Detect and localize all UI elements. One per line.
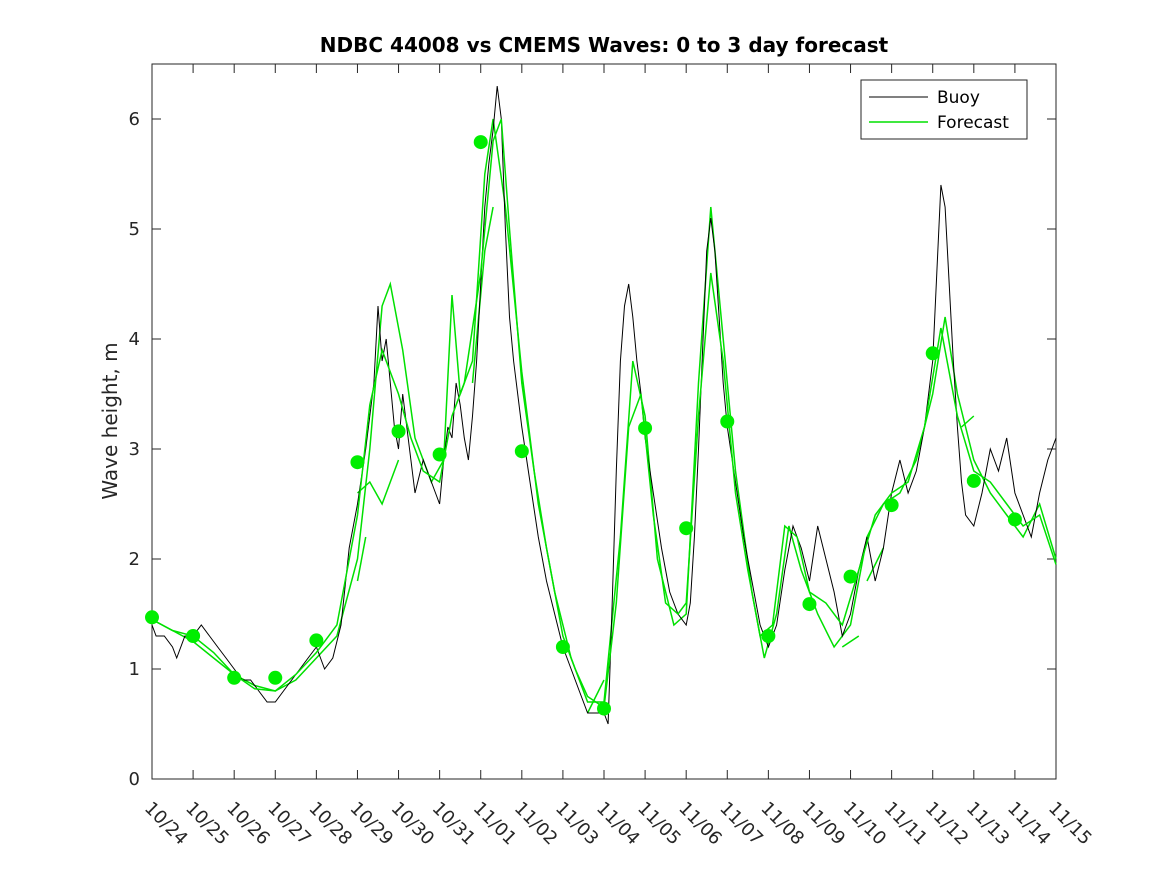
forecast-run-line	[356, 536, 367, 582]
y-tick-label: 2	[129, 549, 140, 570]
forecast-marker	[514, 444, 529, 459]
legend-box	[860, 79, 1028, 140]
forecast-run-line	[866, 547, 885, 582]
forecast-marker	[186, 629, 201, 643]
forecast-marker	[1007, 512, 1022, 527]
forecast-marker	[145, 610, 159, 625]
y-tick-label: 3	[129, 439, 140, 460]
forecast-series-line	[151, 118, 1057, 709]
forecast-marker	[925, 346, 940, 361]
forecast-run-line	[357, 459, 400, 506]
forecast-marker	[679, 521, 694, 536]
forecast-marker	[473, 135, 488, 150]
forecast-run-line	[586, 679, 605, 714]
forecast-marker	[432, 447, 447, 462]
marker-layer	[145, 135, 1022, 716]
forecast-marker	[268, 670, 283, 685]
forecast-run-line	[961, 415, 975, 428]
forecast-marker	[884, 498, 899, 513]
forecast-marker	[227, 670, 242, 685]
y-tick-label: 0	[129, 769, 140, 790]
legend-label-forecast: Forecast	[937, 113, 1009, 133]
axis-ticks	[151, 64, 1057, 780]
y-tick-label: 5	[129, 219, 140, 240]
series-layer	[151, 85, 1057, 725]
forecast-marker	[309, 633, 324, 648]
forecast-marker	[555, 640, 570, 654]
y-axis-label: Wave height, m	[98, 342, 122, 499]
legend-label-buoy: Buoy	[937, 88, 980, 108]
legend: Buoy Forecast	[860, 79, 1028, 140]
forecast-marker	[761, 629, 776, 643]
forecast-marker	[391, 424, 406, 439]
forecast-marker	[802, 597, 817, 612]
y-tick-label: 6	[129, 109, 140, 130]
y-tick-label: 4	[129, 329, 140, 350]
forecast-marker	[720, 414, 735, 429]
y-tick-label: 1	[129, 659, 140, 680]
forecast-marker	[597, 701, 611, 716]
plot-area	[151, 63, 1057, 780]
forecast-marker	[843, 569, 858, 584]
forecast-marker	[966, 473, 981, 488]
axes-box	[151, 63, 1057, 780]
forecast-marker	[638, 421, 653, 436]
forecast-run-line	[471, 206, 494, 384]
chart-title: NDBC 44008 vs CMEMS Waves: 0 to 3 day fo…	[320, 33, 889, 57]
y-tick-labels: 0 1 2 3 4 5 6	[129, 109, 140, 790]
forecast-marker	[350, 455, 365, 470]
forecast-run-line	[841, 635, 860, 648]
